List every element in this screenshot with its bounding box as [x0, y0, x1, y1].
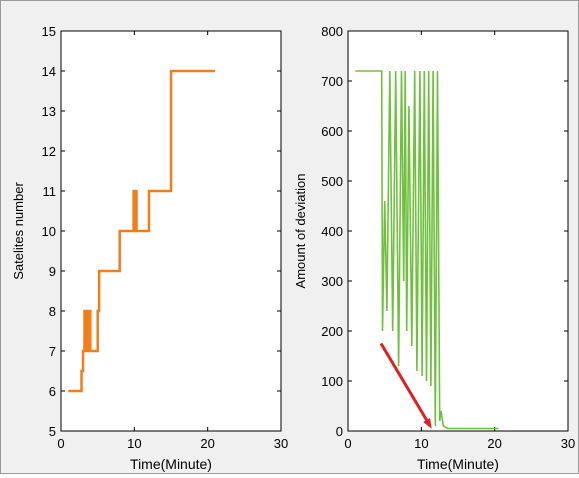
left-y-tick-label: 7	[49, 344, 56, 359]
right-y-tick-label: 500	[321, 174, 343, 189]
right-annotation-arrow-0	[379, 342, 432, 429]
left-x-tick-label: 20	[200, 436, 214, 451]
right-y-tick-label: 300	[321, 274, 343, 289]
right-series-line-0	[355, 70, 499, 430]
left-y-tick-label: 8	[49, 304, 56, 319]
left-x-tick-label: 0	[57, 436, 64, 451]
right-x-tick-label: 0	[344, 436, 351, 451]
right-x-tick-label: 10	[414, 436, 428, 451]
left-y-axis-label: Satelites number	[11, 182, 26, 280]
right-y-tick-label: 0	[336, 424, 343, 439]
left-x-tick-label: 30	[274, 436, 288, 451]
satellites-chart: 0 10 20 30 5 6 7 8 9 10 11 12 13 14 15 Time(Minute) Sa…	[11, 24, 288, 472]
right-x-axis-label: Time(Minute)	[417, 456, 499, 472]
right-y-tick-label: 200	[321, 324, 343, 339]
left-y-tick-label: 12	[42, 144, 56, 159]
left-x-axis-label: Time(Minute)	[130, 456, 212, 472]
right-y-tick-label: 600	[321, 124, 343, 139]
left-y-tick-label: 6	[49, 384, 56, 399]
left-y-tick-label: 11	[43, 184, 57, 199]
right-y-tick-label: 700	[321, 74, 343, 89]
right-x-tick-label: 30	[561, 436, 575, 451]
right-y-axis-label: Amount of deviation	[293, 174, 308, 289]
left-series-line-0	[68, 69, 215, 393]
right-y-tick-label: 800	[321, 24, 343, 39]
left-y-tick-label: 9	[49, 264, 56, 279]
left-y-tick-label: 15	[42, 24, 56, 39]
right-y-tick-label: 400	[321, 224, 343, 239]
left-y-tick-label: 13	[42, 104, 56, 119]
left-y-tick-label: 5	[49, 424, 56, 439]
left-y-tick-label: 10	[42, 224, 56, 239]
left-y-tick-label: 14	[42, 64, 56, 79]
right-x-tick-label: 20	[487, 436, 501, 451]
right-y-tick-label: 100	[321, 374, 343, 389]
left-x-tick-label: 10	[127, 436, 141, 451]
